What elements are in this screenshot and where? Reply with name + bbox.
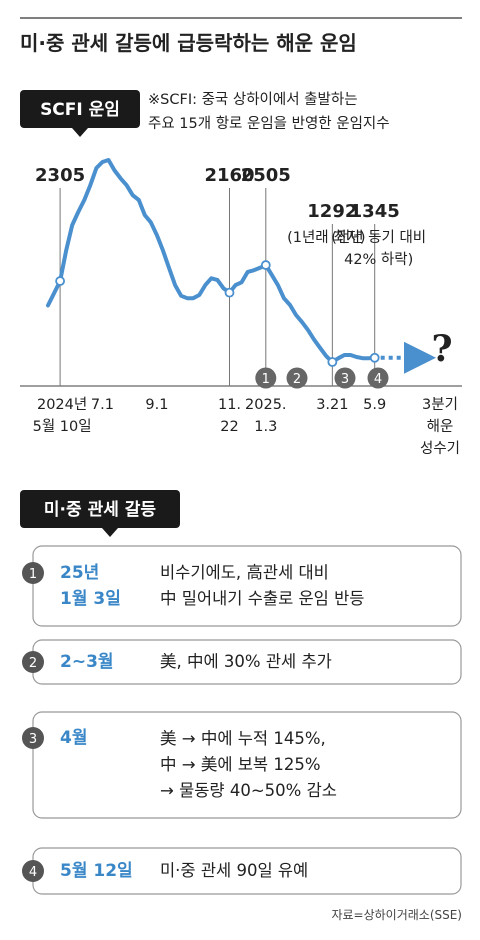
x-tick-label: 11. 22 bbox=[218, 397, 241, 435]
x-tick-label: 2024년 5월 10일 bbox=[33, 396, 92, 435]
timeline-date: 2~3월 bbox=[60, 652, 114, 672]
timeline-text: 미·중 관세 90일 유예 bbox=[160, 861, 308, 880]
timeline-header: 미·중 관세 갈등 bbox=[44, 500, 156, 520]
badge-pointer bbox=[72, 128, 88, 137]
step-marker-label: 2 bbox=[293, 372, 301, 387]
timeline-box bbox=[32, 545, 462, 627]
x-tick-label: 2025. 1.3 bbox=[245, 397, 287, 435]
timeline-num-circle bbox=[22, 727, 44, 749]
timeline-num: 2 bbox=[29, 656, 37, 671]
step-marker-label: 1 bbox=[262, 372, 270, 387]
x-tick-label: 7.1 bbox=[91, 397, 114, 413]
timeline-pointer bbox=[102, 528, 118, 537]
x-tick-label: 3.21 bbox=[316, 397, 348, 413]
badge-box bbox=[20, 90, 140, 128]
value-label: 1345 bbox=[350, 201, 400, 222]
point bbox=[55, 276, 65, 286]
step-marker bbox=[334, 367, 356, 389]
annotation: (1년래 최저) bbox=[287, 229, 366, 246]
source: 자료=상하이거래소(SSE) bbox=[331, 908, 462, 922]
step-marker-label: 3 bbox=[341, 372, 349, 387]
timeline-text: 비수기에도, 高관세 대비 中 밀어내기 수출로 운임 반등 bbox=[160, 563, 364, 608]
timeline-box bbox=[32, 711, 462, 819]
value-label: 1292 bbox=[307, 201, 357, 222]
step-marker-label: 4 bbox=[374, 372, 382, 387]
timeline-num-circle bbox=[22, 651, 44, 673]
forecast-mark: ? bbox=[431, 328, 452, 370]
forecast-label: 3분기 해운 성수기 bbox=[420, 396, 460, 457]
timeline-date: 25년 1월 3일 bbox=[60, 563, 121, 609]
value-label: 2160 bbox=[204, 165, 254, 186]
badge: SCFI 운임 bbox=[40, 99, 120, 120]
timeline-num-circle bbox=[22, 860, 44, 882]
timeline-num: 4 bbox=[29, 865, 37, 880]
title: 미·중 관세 갈등에 급등락하는 해운 운임 bbox=[20, 31, 357, 55]
timeline-num-circle bbox=[22, 562, 44, 584]
step-marker bbox=[255, 367, 277, 389]
point bbox=[260, 260, 271, 270]
annotation: (전년 동기 대비 42% 하락) bbox=[331, 229, 426, 268]
timeline-badge bbox=[20, 490, 180, 528]
timeline-text: 美, 中에 30% 관세 추가 bbox=[160, 652, 332, 671]
note: ※SCFI: 중국 상하이에서 출발하는 주요 15개 항로 운임을 반영한 운임… bbox=[148, 91, 390, 132]
timeline-date: 4월 bbox=[60, 728, 87, 748]
point bbox=[224, 287, 235, 298]
value-label: 2505 bbox=[241, 165, 291, 186]
data-line bbox=[46, 158, 377, 364]
x-tick-label: 5.9 bbox=[363, 397, 386, 413]
step-marker bbox=[286, 367, 308, 389]
timeline-date: 5월 12일 bbox=[60, 861, 133, 881]
value-label: 2305 bbox=[35, 165, 85, 186]
timeline-text: 美 → 中에 누적 145%,中 → 美에 보복 125% → 물동량 40~50… bbox=[160, 729, 337, 800]
step-marker bbox=[367, 367, 389, 389]
point bbox=[327, 357, 338, 367]
x-tick-label: 9.1 bbox=[145, 397, 168, 413]
timeline-num: 3 bbox=[29, 732, 37, 747]
timeline-num: 1 bbox=[29, 567, 37, 582]
point bbox=[369, 352, 380, 363]
